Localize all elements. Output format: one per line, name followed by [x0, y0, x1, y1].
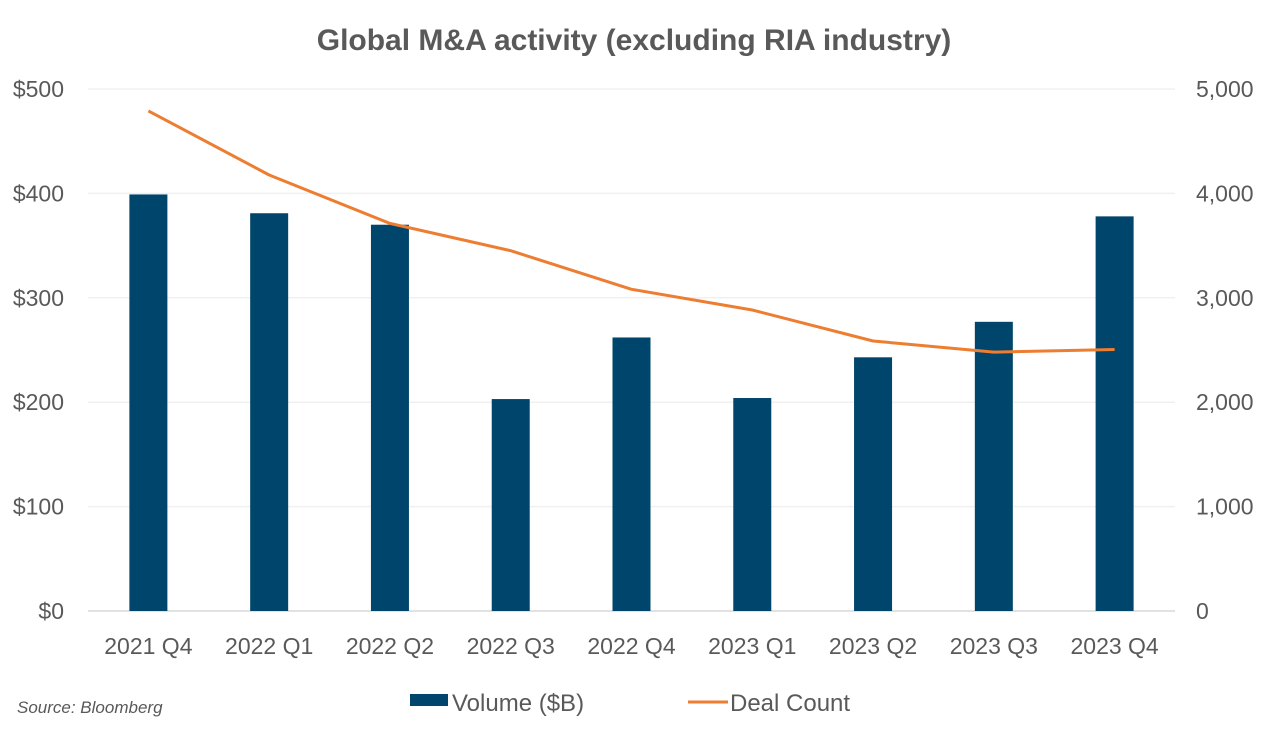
left-tick-label: $400	[13, 180, 64, 206]
x-tick-label: 2022 Q3	[467, 633, 555, 659]
left-tick-label: $0	[38, 598, 64, 624]
x-tick-label: 2022 Q4	[587, 633, 675, 659]
right-tick-label: 2,000	[1196, 389, 1254, 415]
legend: Volume ($B) Deal Count	[410, 690, 850, 717]
bar-volume	[1095, 216, 1134, 612]
right-tick-label: 0	[1196, 598, 1209, 624]
left-tick-label: $100	[13, 494, 64, 520]
x-tick-label: 2023 Q3	[950, 633, 1038, 659]
x-tick-label: 2023 Q1	[708, 633, 796, 659]
bar-volume	[250, 213, 289, 611]
left-axis: $0 $100 $200 $300 $400 $500	[13, 76, 64, 624]
right-axis: 0 1,000 2,000 3,000 4,000 5,000	[1196, 76, 1254, 624]
legend-label-volume: Volume ($B)	[452, 690, 584, 717]
bar-volume	[129, 194, 168, 611]
left-tick-label: $300	[13, 285, 64, 311]
bar-volume	[854, 357, 893, 611]
left-tick-label: $200	[13, 389, 64, 415]
volume-bars	[129, 194, 1134, 612]
chart-title: Global M&A activity (excluding RIA indus…	[317, 24, 952, 57]
legend-swatch-volume	[410, 694, 448, 706]
right-tick-label: 3,000	[1196, 285, 1254, 311]
deal-count-line	[147, 109, 1115, 354]
line-deal-count	[147, 109, 1115, 354]
x-tick-label: 2023 Q4	[1070, 633, 1158, 659]
bar-volume	[491, 399, 530, 611]
right-tick-label: 1,000	[1196, 494, 1254, 520]
x-tick-label: 2021 Q4	[104, 633, 192, 659]
bar-volume	[974, 321, 1013, 611]
x-tick-label: 2022 Q2	[346, 633, 434, 659]
legend-label-deal-count: Deal Count	[730, 690, 850, 717]
bar-volume	[733, 398, 772, 611]
x-axis: 2021 Q4 2022 Q1 2022 Q2 2022 Q3 2022 Q4 2023 …	[104, 633, 1159, 659]
right-tick-label: 5,000	[1196, 76, 1254, 102]
bar-volume	[370, 224, 409, 611]
x-tick-label: 2023 Q2	[829, 633, 917, 659]
left-tick-label: $500	[13, 76, 64, 102]
source-note: Source: Bloomberg	[17, 698, 163, 717]
bar-volume	[612, 337, 651, 611]
right-tick-label: 4,000	[1196, 180, 1254, 206]
x-tick-label: 2022 Q1	[225, 633, 313, 659]
